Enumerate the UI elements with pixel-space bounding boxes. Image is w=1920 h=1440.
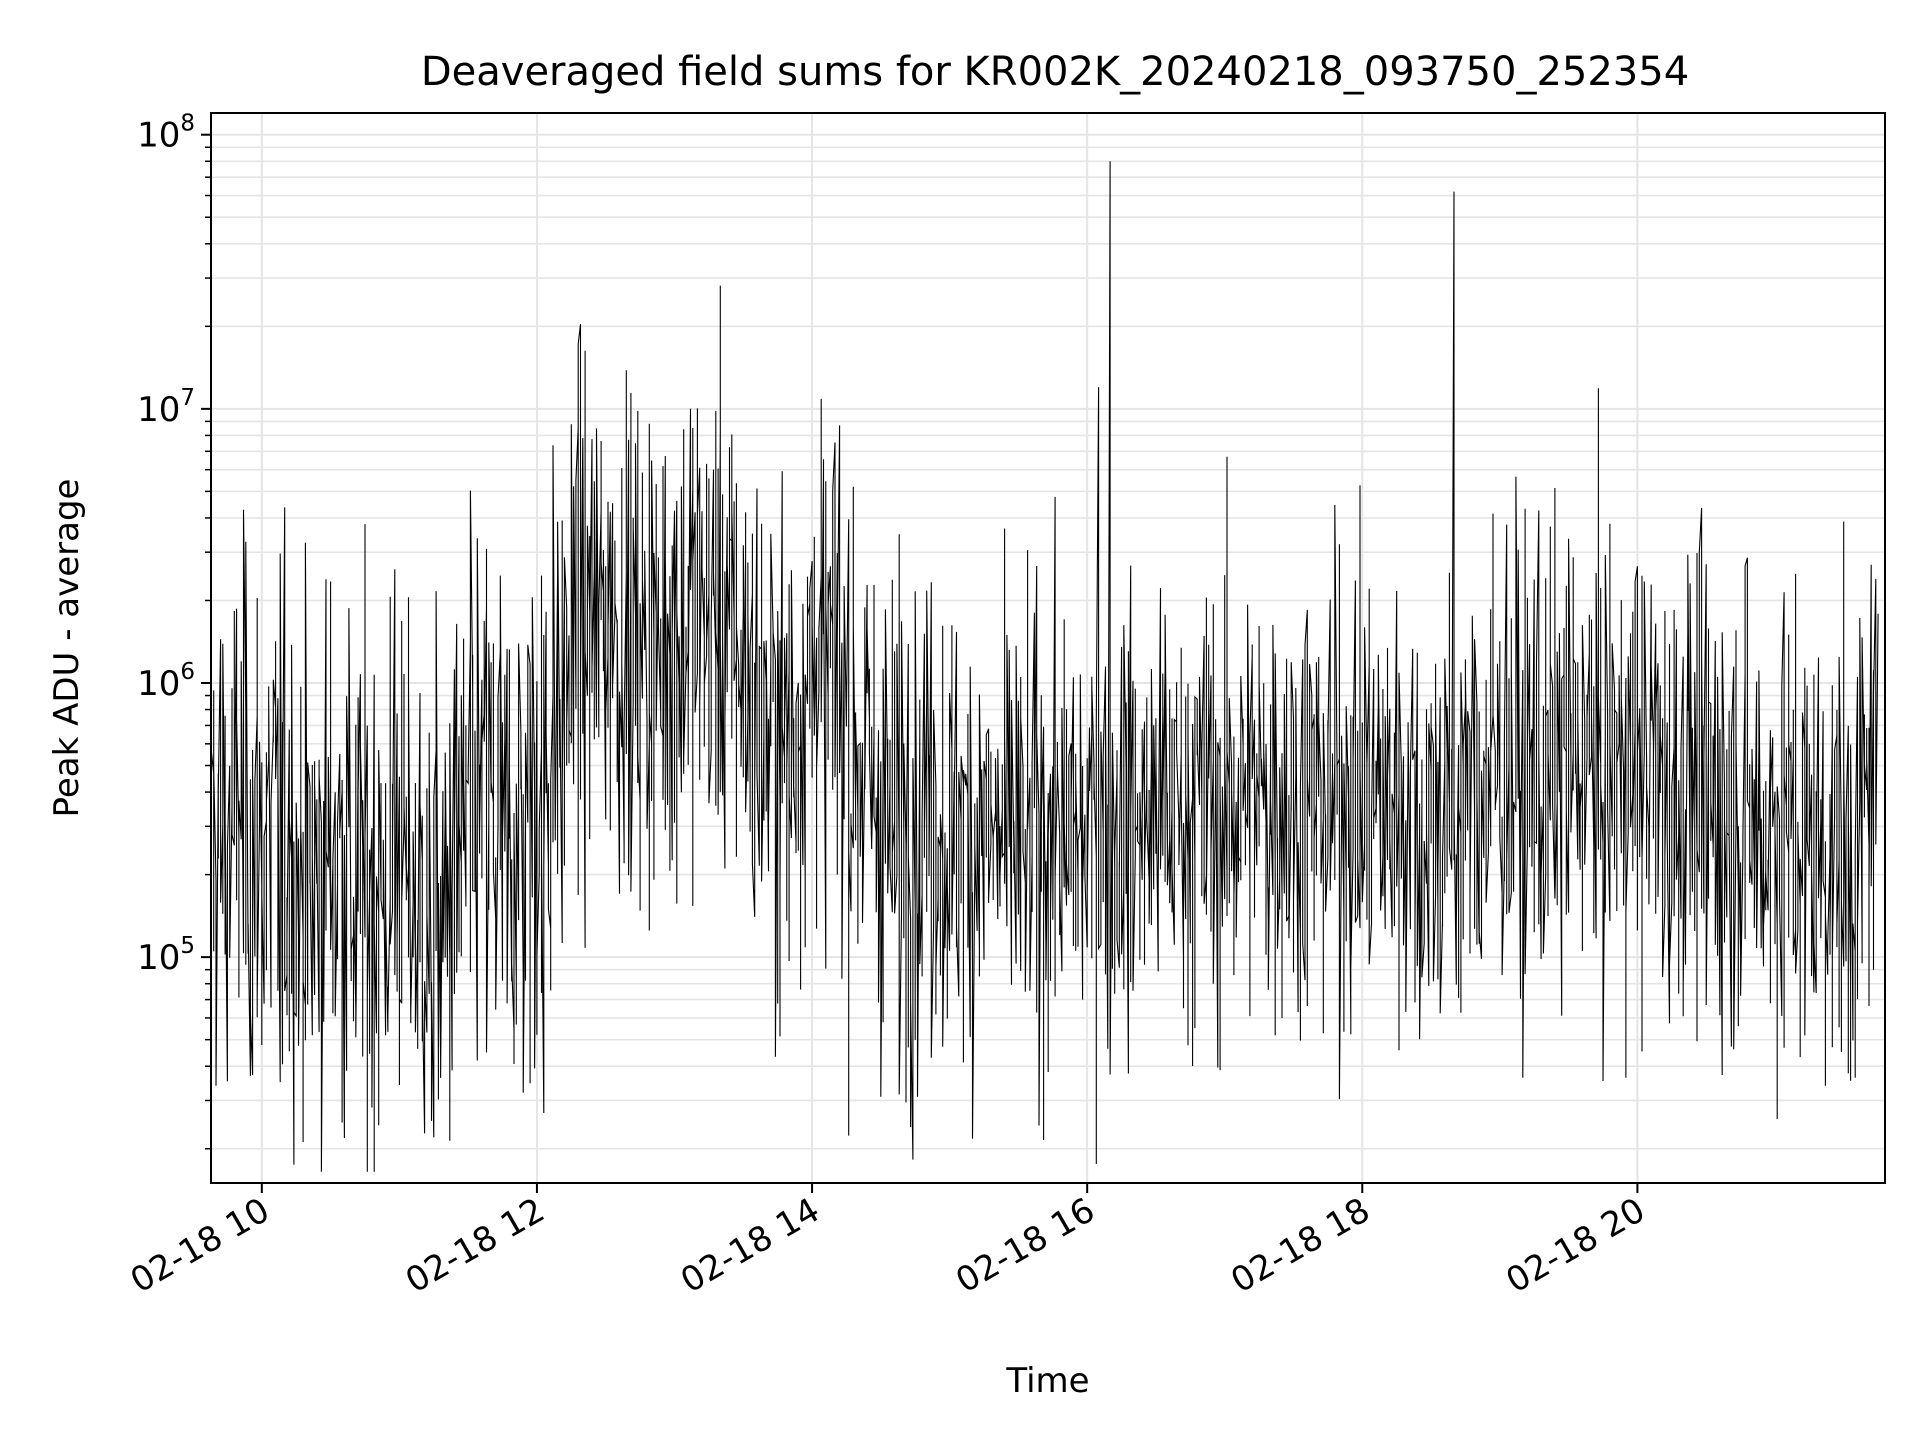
chart-title: Deaveraged field sums for KR002K_2024021… bbox=[421, 49, 1689, 95]
x-axis-label: Time bbox=[1005, 1361, 1089, 1401]
y-tick-label: 107 bbox=[137, 385, 195, 430]
y-tick-label: 105 bbox=[137, 933, 195, 978]
data-series bbox=[210, 161, 1879, 1172]
series-line bbox=[210, 161, 1879, 1172]
y-tick-label: 106 bbox=[137, 659, 195, 704]
y-axis-label: Peak ADU - average bbox=[47, 479, 87, 818]
y-axis-ticks: 105 106 107 108 bbox=[137, 111, 211, 1150]
y-tick-label: 108 bbox=[137, 111, 195, 156]
plot-frame bbox=[210, 112, 1886, 1184]
